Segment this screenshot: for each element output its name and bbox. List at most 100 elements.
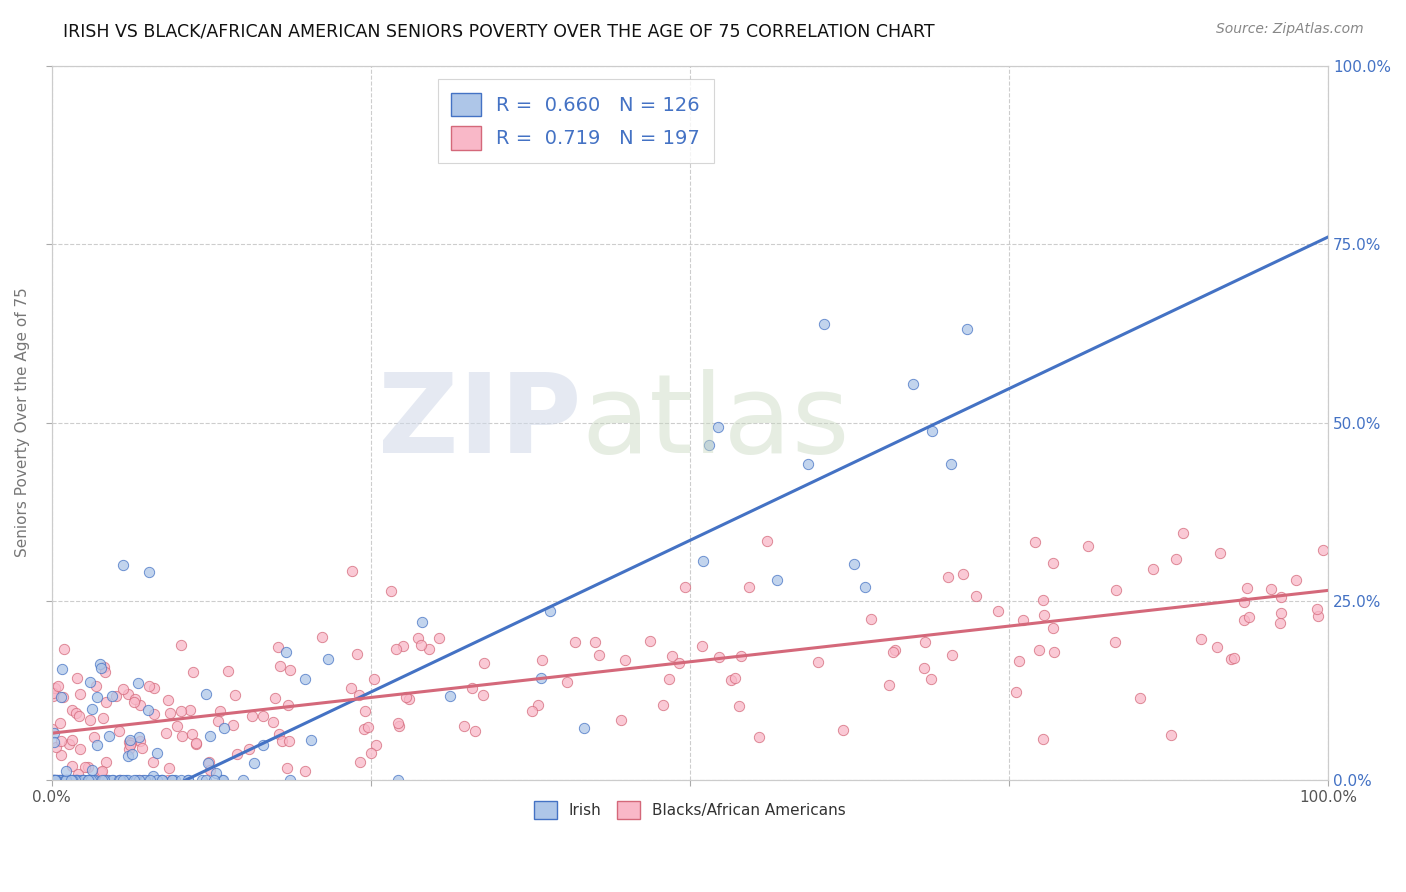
Point <box>877 678 900 692</box>
Point <box>55 772 77 787</box>
Point <box>118 735 141 749</box>
Point <box>844 557 866 571</box>
Point <box>80 702 103 716</box>
Point <box>84 772 107 787</box>
Point <box>79 713 101 727</box>
Point <box>1042 556 1064 570</box>
Point <box>1104 635 1126 649</box>
Point <box>720 673 742 687</box>
Point <box>1105 582 1128 597</box>
Point <box>156 772 179 787</box>
Point <box>384 642 406 657</box>
Point <box>232 772 254 787</box>
Point <box>108 772 131 787</box>
Point <box>80 772 103 787</box>
Point <box>346 647 368 661</box>
Point <box>101 772 124 787</box>
Point <box>128 772 150 787</box>
Point <box>177 772 200 787</box>
Point <box>472 688 495 702</box>
Point <box>170 772 193 787</box>
Point <box>225 747 247 761</box>
Point <box>58 737 80 751</box>
Point <box>55 764 77 778</box>
Point <box>91 711 114 725</box>
Point <box>538 604 561 618</box>
Point <box>49 772 72 787</box>
Point <box>52 772 75 787</box>
Point <box>197 756 219 770</box>
Point <box>262 714 284 729</box>
Point <box>139 772 162 787</box>
Point <box>42 690 65 704</box>
Point <box>120 736 142 750</box>
Point <box>142 755 165 769</box>
Point <box>668 656 690 670</box>
Point <box>252 709 274 723</box>
Point <box>53 772 76 787</box>
Point <box>44 681 66 695</box>
Point <box>690 639 713 653</box>
Point <box>51 662 73 676</box>
Point <box>214 721 236 735</box>
Point <box>388 719 411 733</box>
Point <box>697 438 720 452</box>
Point <box>94 772 117 787</box>
Point <box>128 772 150 787</box>
Point <box>82 772 104 787</box>
Point <box>1189 632 1212 646</box>
Point <box>692 554 714 568</box>
Point <box>530 653 553 667</box>
Point <box>76 772 98 787</box>
Point <box>1173 526 1195 541</box>
Point <box>108 724 131 739</box>
Point <box>269 659 291 673</box>
Point <box>138 679 160 693</box>
Point <box>77 772 100 787</box>
Point <box>464 723 486 738</box>
Point <box>112 682 135 697</box>
Point <box>136 703 159 717</box>
Point <box>198 763 221 777</box>
Point <box>77 772 100 787</box>
Point <box>530 672 553 686</box>
Point <box>69 688 91 702</box>
Point <box>45 740 67 755</box>
Point <box>936 570 959 584</box>
Point <box>652 698 675 713</box>
Point <box>316 652 339 666</box>
Point <box>1011 613 1033 627</box>
Point <box>86 690 108 705</box>
Point <box>766 573 789 587</box>
Point <box>56 772 79 787</box>
Point <box>224 688 246 702</box>
Point <box>101 689 124 703</box>
Point <box>252 738 274 752</box>
Point <box>277 734 299 748</box>
Point <box>299 732 322 747</box>
Point <box>120 733 142 747</box>
Point <box>859 612 882 626</box>
Point <box>44 772 66 787</box>
Point <box>181 727 204 741</box>
Point <box>912 661 935 675</box>
Point <box>267 640 290 654</box>
Point <box>920 672 942 686</box>
Point <box>48 679 70 693</box>
Point <box>707 650 730 665</box>
Text: Source: ZipAtlas.com: Source: ZipAtlas.com <box>1216 22 1364 37</box>
Point <box>107 772 129 787</box>
Point <box>1077 539 1099 553</box>
Point <box>86 738 108 752</box>
Point <box>952 567 974 582</box>
Point <box>198 755 221 769</box>
Point <box>1237 610 1260 624</box>
Point <box>52 690 75 704</box>
Point <box>94 695 117 709</box>
Point <box>914 635 936 649</box>
Point <box>96 772 118 787</box>
Point <box>965 589 987 603</box>
Point <box>1232 613 1254 627</box>
Point <box>276 761 298 775</box>
Point <box>42 735 65 749</box>
